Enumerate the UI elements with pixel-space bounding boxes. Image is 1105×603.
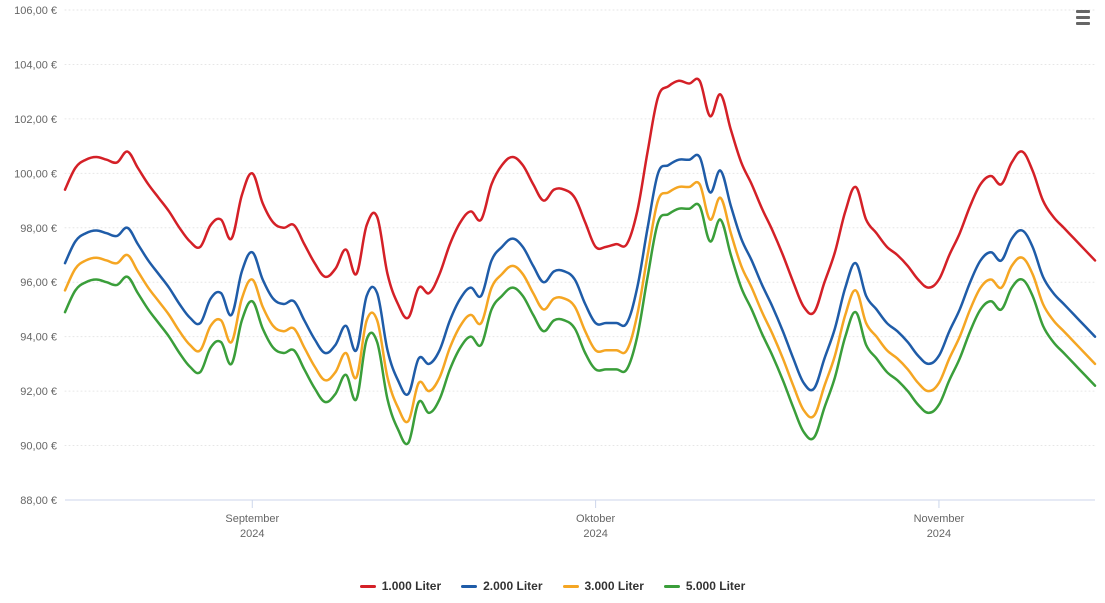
price-chart: 88,00 € 90,00 € 92,00 € 94,00 € 96,00 € 98,00… — [0, 0, 1105, 603]
x-axis-year-label: 2024 — [927, 528, 951, 540]
legend-item[interactable]: 2.000 Liter — [461, 579, 542, 593]
legend-swatch — [360, 585, 376, 588]
y-axis-tick-label: 92,00 € — [20, 386, 57, 398]
legend-item[interactable]: 5.000 Liter — [664, 579, 745, 593]
hamburger-bar — [1076, 10, 1090, 13]
legend-item[interactable]: 1.000 Liter — [360, 579, 441, 593]
legend-item[interactable]: 3.000 Liter — [563, 579, 644, 593]
y-axis-tick-label: 96,00 € — [20, 277, 57, 289]
x-axis-year-label: 2024 — [240, 528, 264, 540]
x-axis-month-label: November — [914, 513, 965, 525]
y-axis-tick-label: 90,00 € — [20, 441, 57, 453]
legend-label: 5.000 Liter — [686, 579, 745, 593]
legend-swatch — [664, 585, 680, 588]
legend-label: 2.000 Liter — [483, 579, 542, 593]
legend-label: 3.000 Liter — [585, 579, 644, 593]
chart-plot-area: 88,00 € 90,00 € 92,00 € 94,00 € 96,00 € 98,00… — [0, 0, 1105, 603]
x-axis-month-label: September — [225, 513, 279, 525]
hamburger-bar — [1076, 22, 1090, 25]
y-axis-tick-label: 102,00 € — [14, 114, 57, 126]
y-axis-tick-label: 100,00 € — [14, 168, 57, 180]
y-axis-tick-label: 106,00 € — [14, 5, 57, 17]
series-line — [65, 204, 1095, 444]
series-line — [65, 79, 1095, 318]
x-axis-month-label: Oktober — [576, 513, 615, 525]
x-axis-year-label: 2024 — [583, 528, 607, 540]
legend-label: 1.000 Liter — [382, 579, 441, 593]
y-axis-tick-label: 104,00 € — [14, 59, 57, 71]
chart-legend: 1.000 Liter 2.000 Liter 3.000 Liter 5.000 L… — [0, 577, 1105, 594]
legend-swatch — [563, 585, 579, 588]
hamburger-bar — [1076, 16, 1090, 19]
chart-menu-button[interactable] — [1071, 6, 1095, 28]
y-axis-tick-label: 98,00 € — [20, 223, 57, 235]
y-axis-tick-label: 88,00 € — [20, 495, 57, 507]
legend-swatch — [461, 585, 477, 588]
y-axis-tick-label: 94,00 € — [20, 332, 57, 344]
